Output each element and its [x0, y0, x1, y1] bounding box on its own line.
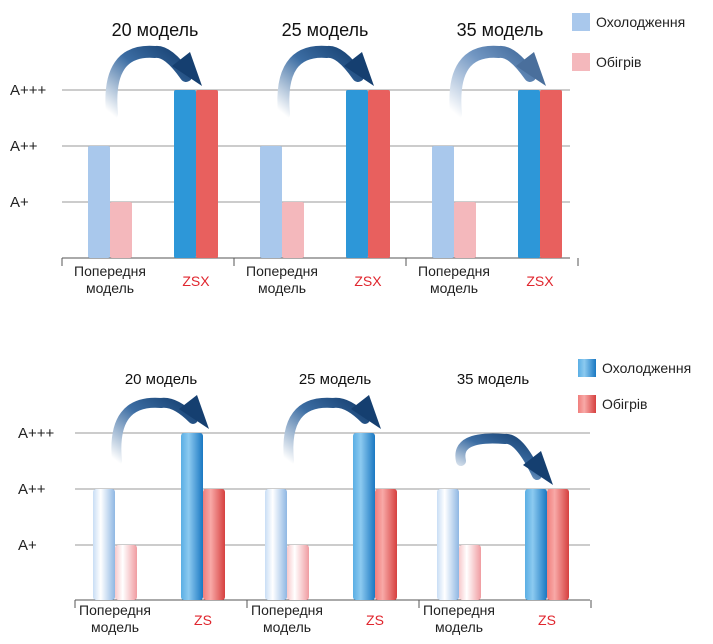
bar-cooling [88, 146, 110, 258]
bar-cooling [437, 489, 459, 600]
legend-label: Обігрів [596, 54, 641, 70]
bar-heating [368, 90, 390, 258]
bar-cooling [260, 146, 282, 258]
bar-heating [115, 545, 137, 600]
legend-label: Охолодження [596, 14, 685, 30]
upgrade-arrow [455, 433, 553, 485]
bar-heating [459, 545, 481, 600]
bar-heating [196, 90, 218, 258]
x-category-label: ZS [366, 612, 384, 628]
bar-cooling [525, 489, 547, 600]
x-category-label: Попередня [79, 602, 151, 618]
bar-cooling [518, 90, 540, 258]
y-tick-label: A+++ [18, 425, 55, 442]
legend-label: Обігрів [602, 396, 647, 412]
upgrade-arrow [111, 395, 209, 466]
bar-heating [110, 202, 132, 258]
x-category-label: ZSX [526, 273, 554, 289]
x-category-label: модель [435, 619, 483, 635]
upgrade-arrow [283, 395, 381, 466]
bar-cooling [346, 90, 368, 258]
group-label: 25 модель [299, 371, 372, 388]
x-category-label: модель [91, 619, 139, 635]
legend-swatch [572, 13, 590, 31]
x-category-label: модель [86, 280, 134, 296]
bar-heating [540, 90, 562, 258]
x-category-label: модель [430, 280, 478, 296]
legend-swatch [578, 359, 596, 377]
bar-heating [282, 202, 304, 258]
group-label: 35 модель [457, 20, 544, 40]
group-label: 25 модель [282, 20, 369, 40]
group-label: 20 модель [112, 20, 199, 40]
bar-cooling [93, 489, 115, 600]
bar-cooling [265, 489, 287, 600]
x-category-label: ZSX [182, 273, 210, 289]
upgrade-arrow [449, 45, 546, 120]
x-category-label: Попередня [246, 263, 318, 279]
y-tick-label: A+ [18, 537, 37, 554]
bar-heating [454, 202, 476, 258]
x-category-label: ZS [194, 612, 212, 628]
x-category-label: Попередня [74, 263, 146, 279]
legend-label: Охолодження [602, 360, 691, 376]
group-label: 35 модель [457, 371, 530, 388]
bar-heating [375, 489, 397, 600]
upgrade-arrow [105, 45, 202, 120]
bar-cooling [174, 90, 196, 258]
legend-swatch [578, 395, 596, 413]
upgrade-arrow [277, 45, 374, 120]
legend-swatch [572, 53, 590, 71]
bar-cooling [181, 433, 203, 600]
x-category-label: ZS [538, 612, 556, 628]
bar-heating [287, 545, 309, 600]
y-tick-label: A++ [10, 138, 38, 155]
bar-cooling [432, 146, 454, 258]
bar-heating [547, 489, 569, 600]
x-category-label: Попередня [423, 602, 495, 618]
bar-heating [203, 489, 225, 600]
group-label: 20 модель [125, 371, 198, 388]
y-tick-label: A+ [10, 194, 29, 211]
y-tick-label: A+++ [10, 82, 47, 99]
bar-cooling [353, 433, 375, 600]
y-tick-label: A++ [18, 481, 46, 498]
x-category-label: ZSX [354, 273, 382, 289]
x-category-label: модель [263, 619, 311, 635]
x-category-label: Попередня [418, 263, 490, 279]
x-category-label: модель [258, 280, 306, 296]
x-category-label: Попередня [251, 602, 323, 618]
